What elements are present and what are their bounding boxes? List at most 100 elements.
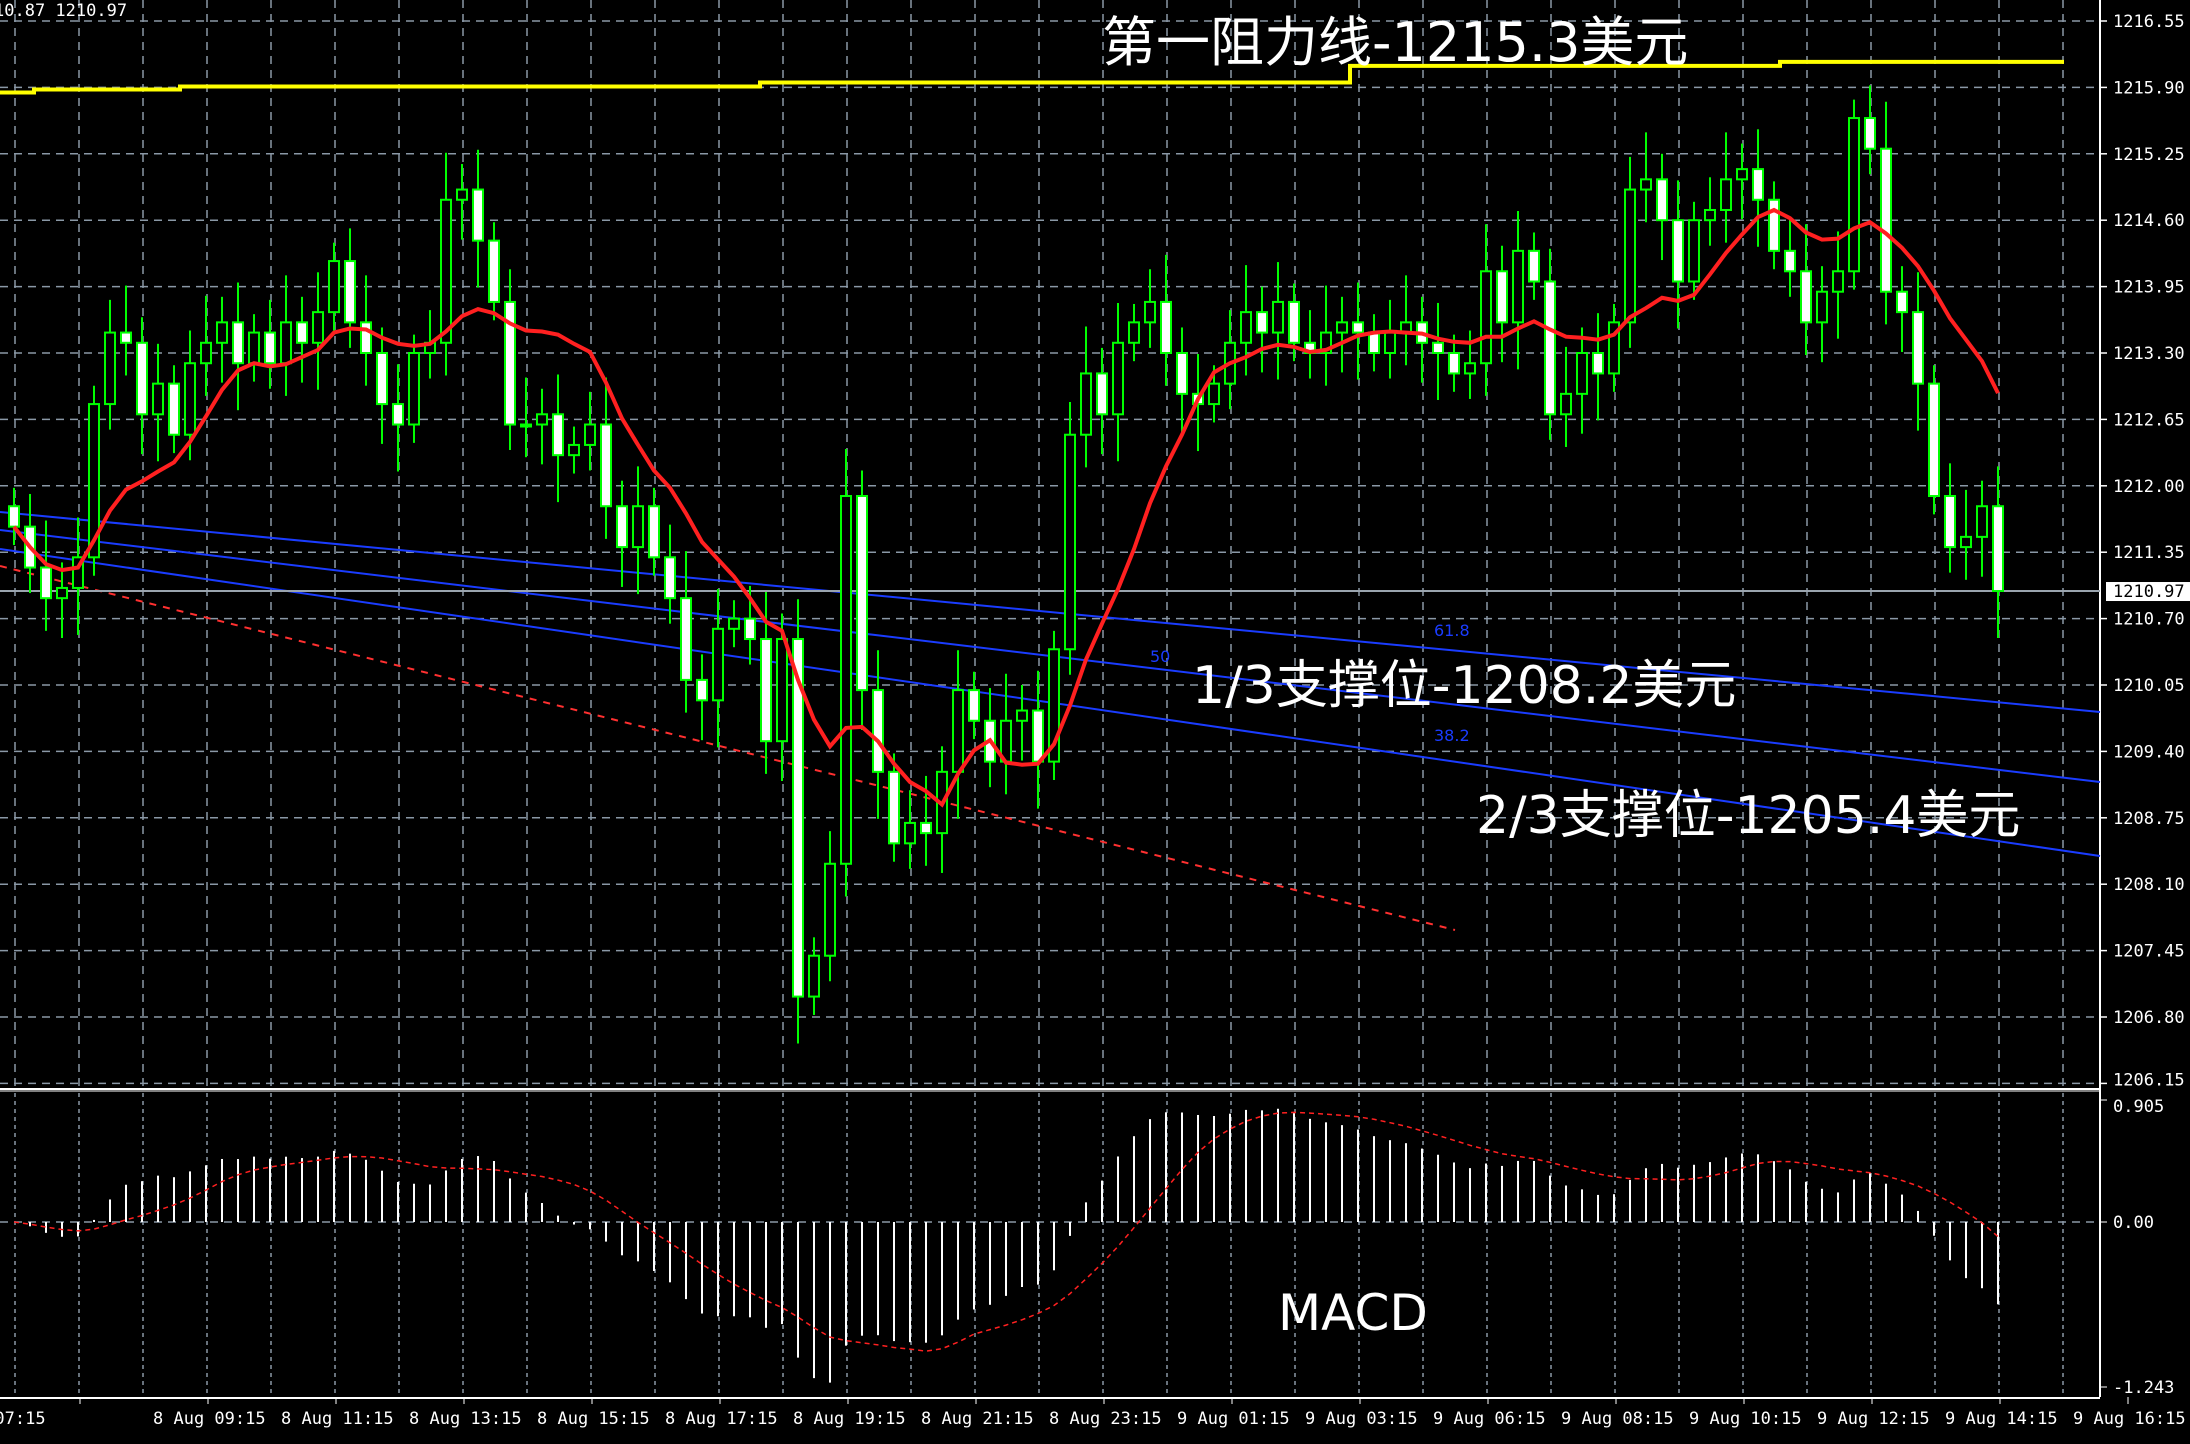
x-tick-label: 8 Aug 15:15 xyxy=(537,1409,650,1429)
candle xyxy=(536,388,548,465)
x-tick-label: 8 Aug 13:15 xyxy=(409,1409,522,1429)
candle xyxy=(680,551,692,713)
candle xyxy=(552,374,564,503)
candle xyxy=(840,449,852,897)
candle-body xyxy=(1640,178,1652,191)
candle xyxy=(1272,262,1284,380)
candle xyxy=(440,152,452,376)
candle xyxy=(1512,211,1524,370)
candle xyxy=(1368,314,1380,372)
candle-body xyxy=(1560,392,1572,416)
candle-body xyxy=(1704,208,1716,222)
candle xyxy=(1720,132,1732,243)
candle xyxy=(1000,673,1012,795)
candle-body xyxy=(1864,117,1876,150)
candle-body xyxy=(1656,178,1668,222)
candle-body xyxy=(744,617,756,641)
candle-body xyxy=(1752,168,1764,201)
x-tick-label: 9 Aug 06:15 xyxy=(1433,1409,1546,1429)
candle-body xyxy=(1880,147,1892,293)
candle-body xyxy=(1512,249,1524,324)
candle-body xyxy=(232,321,244,365)
candle xyxy=(1080,326,1092,468)
candle-body xyxy=(1160,300,1172,354)
candle-body xyxy=(392,403,404,426)
candle xyxy=(808,937,820,1015)
candle-body xyxy=(216,321,228,344)
candle xyxy=(248,314,260,382)
y-tick-label: 1210.70 xyxy=(2113,610,2185,630)
candle-body xyxy=(1608,321,1620,375)
candle xyxy=(1400,275,1412,366)
candle-body xyxy=(664,556,676,600)
candle-body xyxy=(1352,321,1364,334)
candle xyxy=(1912,272,1924,431)
candle xyxy=(1704,177,1716,246)
candle xyxy=(40,520,52,631)
macd-signal-line xyxy=(13,1111,1999,1352)
candle-body xyxy=(536,413,548,426)
candle-body xyxy=(1976,505,1988,538)
candle-body xyxy=(56,586,68,600)
candle xyxy=(904,790,916,869)
candle xyxy=(200,295,212,396)
candle-body xyxy=(808,954,820,998)
y-tick-label: 1210.05 xyxy=(2113,676,2185,696)
candle xyxy=(1016,685,1028,761)
candle xyxy=(1816,266,1828,363)
candle-body xyxy=(760,638,772,743)
candle xyxy=(728,600,740,648)
candle-body xyxy=(1928,382,1940,498)
candle xyxy=(1960,489,1972,580)
candle xyxy=(1048,630,1060,781)
y-tick-label: 1206.15 xyxy=(2113,1070,2185,1090)
candle xyxy=(872,650,884,819)
candle-body xyxy=(840,495,852,865)
candle-body xyxy=(904,821,916,845)
candle-body xyxy=(680,597,692,681)
candle-body xyxy=(648,505,660,559)
candle-body xyxy=(1992,505,2004,593)
x-tick-label: 9 Aug 10:15 xyxy=(1689,1409,1802,1429)
candle xyxy=(1736,143,1748,220)
candle-body xyxy=(344,260,356,324)
candle xyxy=(1608,303,1620,392)
fib-level-label: 50 xyxy=(1150,647,1170,666)
resistance-annotation: 第一阻力线-1215.3美元 xyxy=(1102,11,1689,74)
x-tick-label: 9 Aug 16:15 xyxy=(2073,1409,2186,1429)
candle-body xyxy=(1816,290,1828,324)
candle-body xyxy=(1080,372,1092,436)
y-tick-label: 1216.55 xyxy=(2113,12,2185,32)
candle-body xyxy=(1032,709,1044,763)
candle-body xyxy=(1320,331,1332,355)
current-price-box xyxy=(2106,582,2190,602)
candle-body xyxy=(1288,300,1300,344)
y-tick-label: 1212.00 xyxy=(2113,477,2185,497)
candle-body xyxy=(1768,198,1780,252)
candle xyxy=(488,222,500,321)
moving-average-line xyxy=(12,207,2000,808)
x-tick-label: 9 Aug 14:15 xyxy=(1945,1409,2058,1429)
candle-body xyxy=(200,341,212,365)
candle xyxy=(616,480,628,587)
candle xyxy=(952,650,964,819)
candle-body xyxy=(1096,372,1108,416)
x-tick-label: 9 Aug 01:15 xyxy=(1177,1409,1290,1429)
ohlc-readout: 10.87 1210.97 xyxy=(0,1,128,21)
candle xyxy=(1496,245,1508,363)
candle-body xyxy=(1384,331,1396,355)
candle xyxy=(8,487,20,546)
candle-body xyxy=(408,352,420,426)
candle xyxy=(1144,269,1156,348)
candle xyxy=(1656,153,1668,261)
fib-level-label: 38.2 xyxy=(1434,726,1470,745)
candle-body xyxy=(1128,321,1140,344)
candle-body xyxy=(872,689,884,773)
candle-body xyxy=(1208,382,1220,406)
candle-body xyxy=(696,678,708,702)
candle xyxy=(600,377,612,539)
candle xyxy=(376,327,388,444)
x-tick-label: 07:15 xyxy=(0,1409,46,1429)
candle-body xyxy=(1592,352,1604,375)
